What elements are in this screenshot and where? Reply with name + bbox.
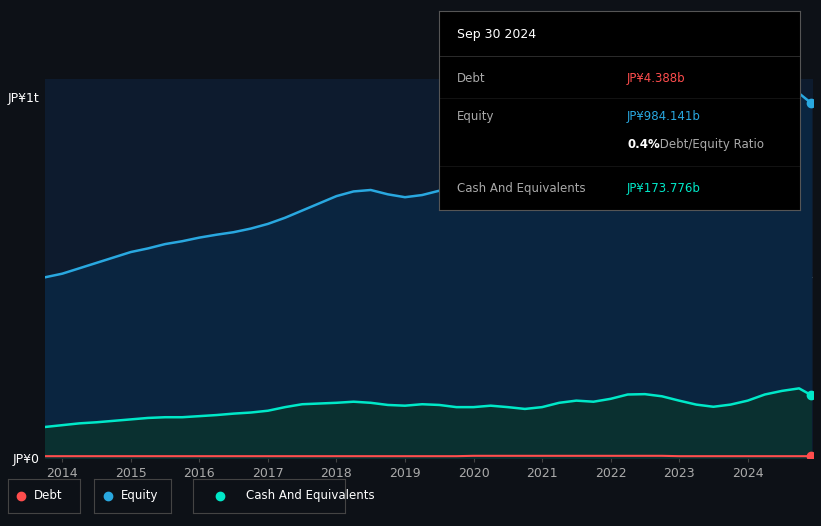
- Text: Sep 30 2024: Sep 30 2024: [457, 28, 536, 41]
- Text: Cash And Equivalents: Cash And Equivalents: [457, 182, 586, 195]
- Text: Debt: Debt: [34, 489, 62, 502]
- Text: Equity: Equity: [457, 110, 495, 123]
- Text: JP¥173.776b: JP¥173.776b: [627, 182, 701, 195]
- Text: Equity: Equity: [122, 489, 158, 502]
- Text: Debt: Debt: [457, 72, 486, 85]
- Text: JP¥4.388b: JP¥4.388b: [627, 72, 686, 85]
- Text: Debt/Equity Ratio: Debt/Equity Ratio: [656, 138, 764, 151]
- Text: Cash And Equivalents: Cash And Equivalents: [246, 489, 374, 502]
- Text: 0.4%: 0.4%: [627, 138, 660, 151]
- Text: JP¥984.141b: JP¥984.141b: [627, 110, 701, 123]
